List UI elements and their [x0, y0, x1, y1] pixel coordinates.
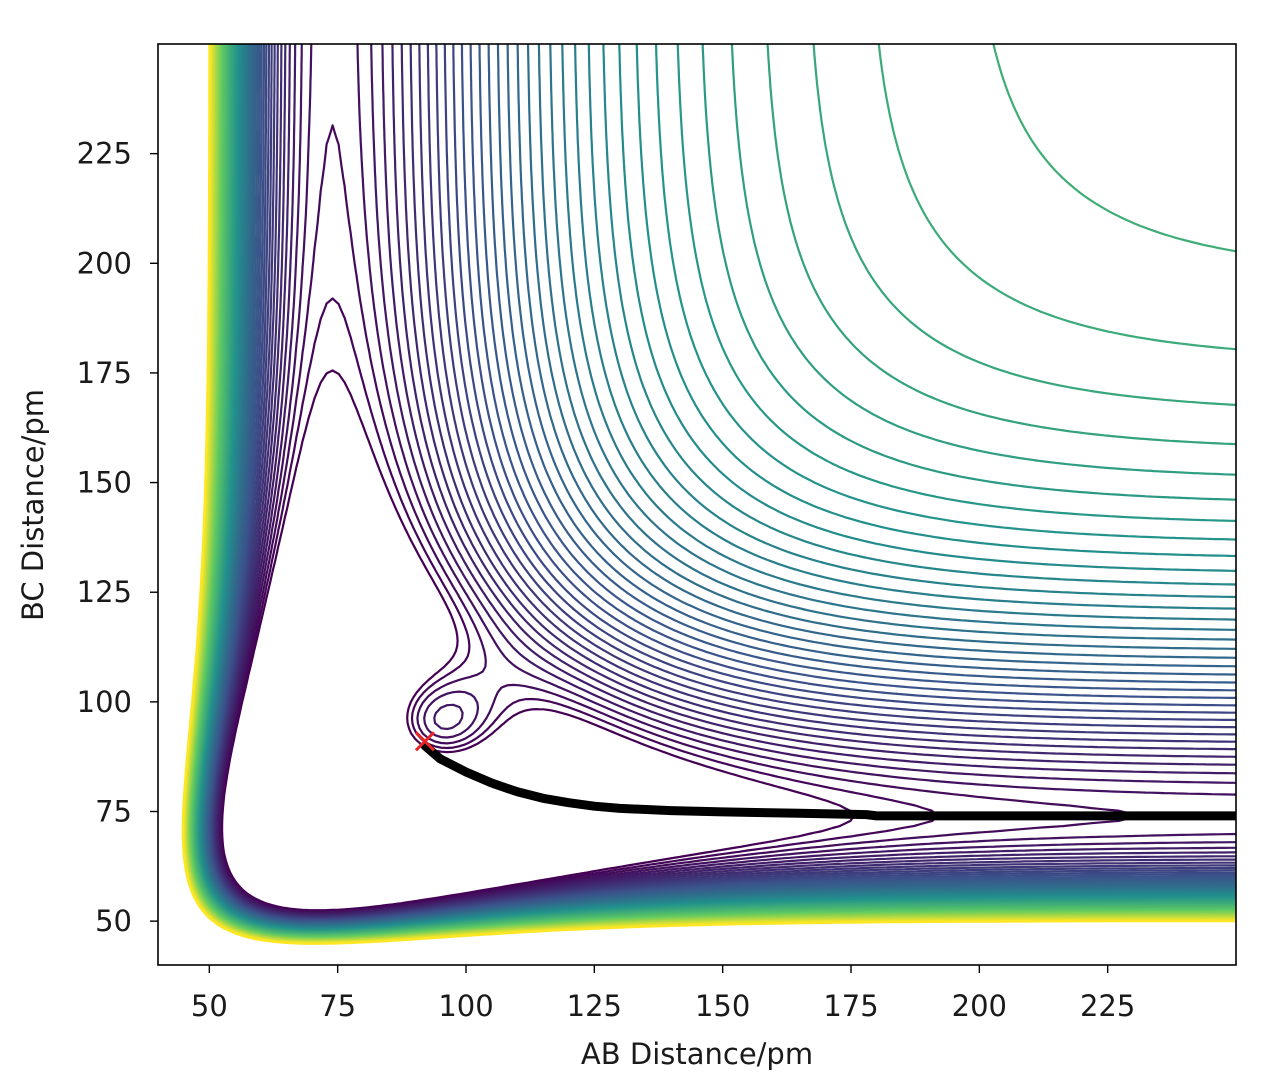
y-axis-label: BC Distance/pm	[16, 389, 50, 621]
y-tick-label: 75	[95, 795, 132, 829]
x-tick-label: 175	[823, 989, 878, 1023]
y-tick-label: 225	[77, 137, 132, 171]
x-tick-label: 50	[191, 989, 228, 1023]
trajectory-line	[420, 741, 1236, 821]
marker-stroke	[414, 731, 435, 752]
plot-frame	[157, 43, 1237, 966]
y-tick-label: 150	[77, 466, 132, 500]
x-tick-label: 125	[567, 989, 622, 1023]
y-tick-label: 175	[77, 356, 132, 390]
x-tick-label: 75	[319, 989, 356, 1023]
y-axis-ticks: 50 75 100 125 150 175 200 225	[77, 137, 158, 938]
start-marker	[414, 731, 435, 752]
contour-lines	[181, 44, 1236, 945]
y-tick-label: 125	[77, 575, 132, 609]
y-tick-label: 200	[77, 246, 132, 280]
plot-background	[158, 44, 1236, 965]
x-tick-label: 200	[952, 989, 1007, 1023]
x-tick-label: 225	[1080, 989, 1135, 1023]
trajectory-path	[420, 741, 1236, 821]
x-axis-ticks: 50 75 100 125 150 175 200 225	[191, 965, 1135, 1023]
y-tick-label: 100	[77, 685, 132, 719]
x-tick-label: 100	[438, 989, 493, 1023]
contour-level	[181, 44, 1236, 945]
x-axis-label: AB Distance/pm	[581, 1037, 813, 1071]
x-tick-label: 150	[695, 989, 750, 1023]
y-tick-label: 50	[95, 904, 132, 938]
